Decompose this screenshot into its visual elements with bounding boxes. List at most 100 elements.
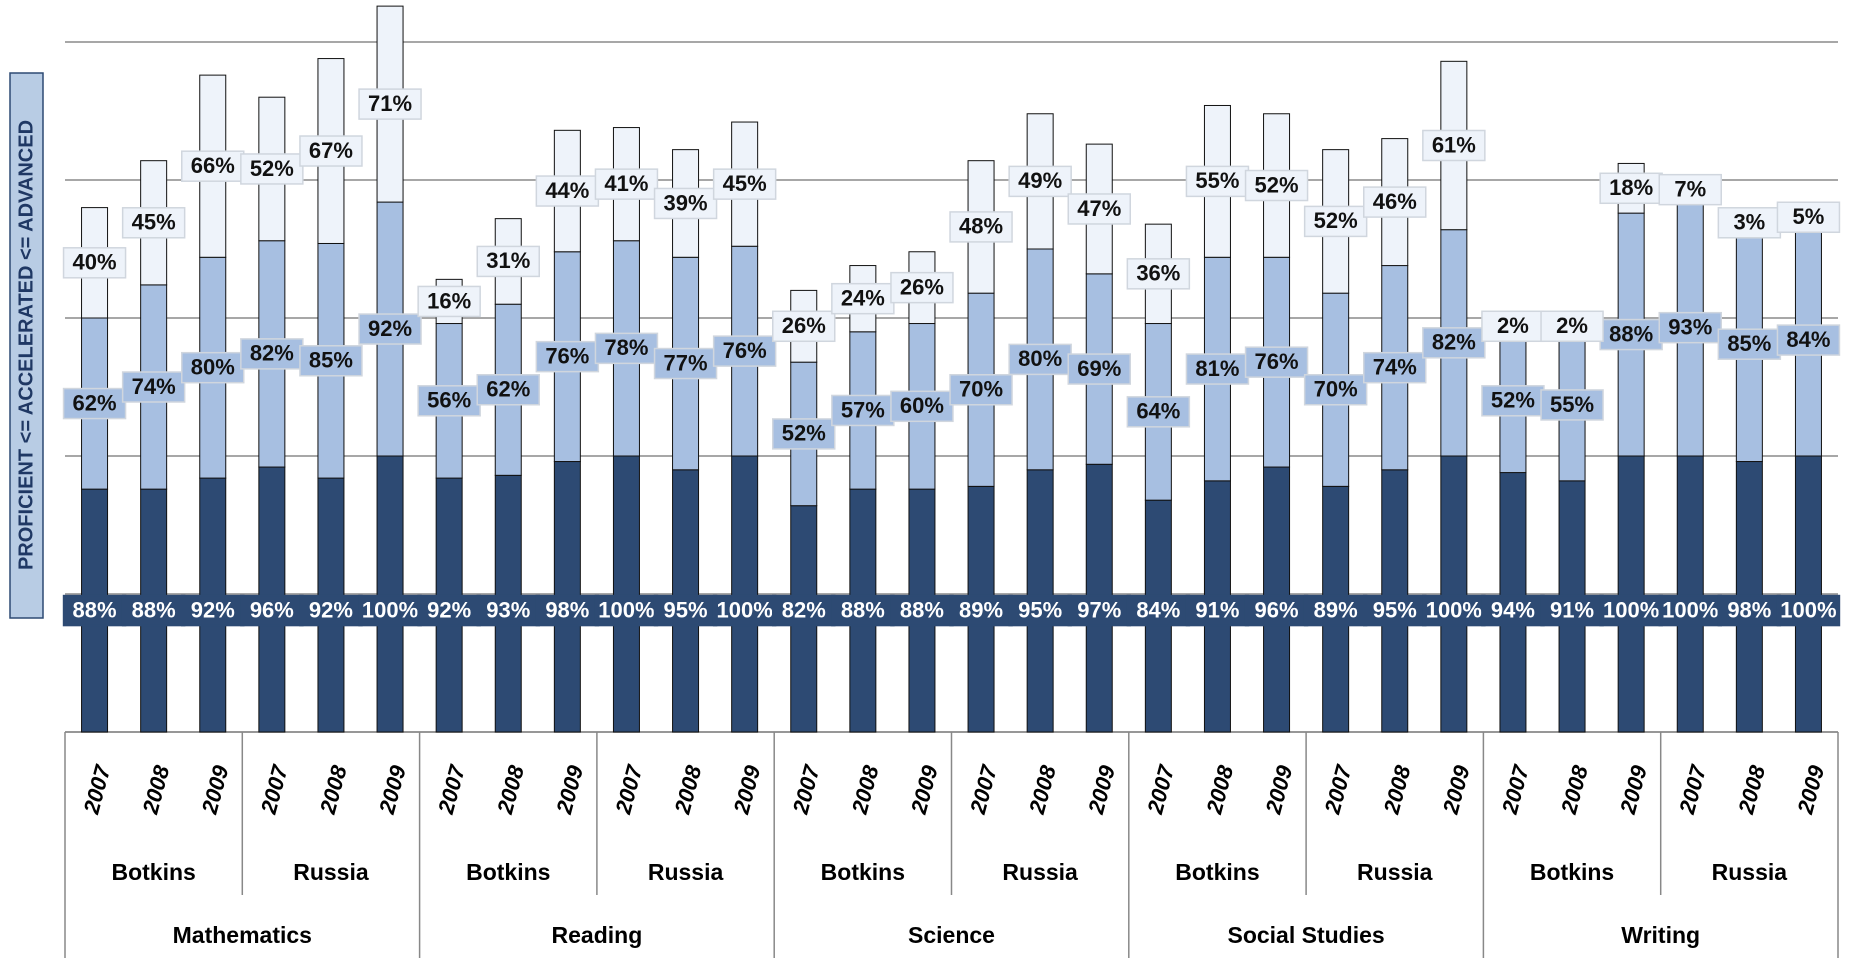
data-label: 41% bbox=[604, 171, 648, 196]
label-box bbox=[1303, 205, 1368, 238]
x-tick-label: 2007 bbox=[1319, 761, 1357, 817]
data-label: 88% bbox=[900, 597, 944, 622]
data-label: 85% bbox=[309, 348, 353, 373]
label-box bbox=[417, 385, 481, 417]
data-label: 97% bbox=[1077, 597, 1121, 622]
label-box bbox=[831, 594, 895, 627]
data-label: 100% bbox=[1426, 597, 1482, 622]
x-tick-label: 2009 bbox=[1438, 762, 1475, 817]
data-label: 62% bbox=[73, 390, 117, 415]
label-box bbox=[1363, 351, 1427, 384]
x-tick-label: 2008 bbox=[1733, 762, 1770, 817]
label-box bbox=[535, 175, 600, 207]
label-box bbox=[1540, 389, 1604, 421]
data-label: 74% bbox=[132, 374, 176, 399]
data-label: 48% bbox=[959, 214, 1003, 239]
label-box bbox=[1067, 594, 1131, 627]
data-label: 92% bbox=[368, 316, 412, 341]
subject-label: Social Studies bbox=[1227, 922, 1384, 948]
data-label: 24% bbox=[841, 285, 885, 310]
data-label: 95% bbox=[1373, 597, 1417, 622]
label-box bbox=[712, 168, 777, 200]
data-label: 93% bbox=[486, 597, 530, 622]
data-label: 39% bbox=[664, 190, 708, 215]
x-tick-label: 2009 bbox=[1615, 762, 1652, 817]
label-box bbox=[1658, 311, 1722, 344]
bar-segment bbox=[1617, 455, 1645, 733]
x-tick-label: 2008 bbox=[1201, 762, 1238, 817]
data-label: 60% bbox=[900, 393, 944, 418]
data-label: 76% bbox=[1255, 349, 1299, 374]
data-label: 84% bbox=[1786, 327, 1830, 352]
data-label: 2% bbox=[1556, 313, 1588, 338]
data-label: 66% bbox=[191, 153, 235, 178]
y-axis-title: PROFICIENT <= ACCELERATED <= ADVANCED bbox=[15, 120, 37, 570]
x-tick-label: 2008 bbox=[1556, 762, 1593, 817]
label-box bbox=[772, 418, 836, 450]
data-label: 92% bbox=[309, 597, 353, 622]
label-box bbox=[62, 387, 127, 420]
label-box bbox=[121, 594, 186, 627]
x-tick-label: 2007 bbox=[1142, 761, 1180, 817]
bar-segment bbox=[1794, 455, 1822, 733]
data-label: 95% bbox=[664, 597, 708, 622]
data-label: 52% bbox=[782, 421, 826, 446]
x-tick-label: 2009 bbox=[374, 762, 411, 817]
x-tick-label: 2008 bbox=[1024, 762, 1061, 817]
data-label: 76% bbox=[723, 338, 767, 363]
label-box bbox=[181, 150, 245, 182]
data-label: 55% bbox=[1195, 168, 1239, 193]
x-tick-label: 2009 bbox=[551, 762, 588, 817]
data-label: 74% bbox=[1373, 354, 1417, 379]
label-box bbox=[1599, 318, 1663, 351]
label-box bbox=[831, 282, 895, 315]
label-box bbox=[299, 594, 363, 627]
data-label: 49% bbox=[1018, 168, 1062, 193]
x-tick-label: 2007 bbox=[787, 761, 825, 817]
data-label: 88% bbox=[73, 597, 117, 622]
label-box bbox=[949, 594, 1013, 627]
data-label: 91% bbox=[1550, 597, 1594, 622]
label-box bbox=[535, 594, 600, 627]
data-label: 52% bbox=[250, 156, 294, 181]
x-tick-label: 2008 bbox=[315, 762, 352, 817]
data-label: 76% bbox=[545, 343, 589, 368]
data-label: 45% bbox=[723, 171, 767, 196]
label-box bbox=[299, 135, 363, 167]
data-label: 92% bbox=[191, 597, 235, 622]
bar-segment bbox=[376, 455, 404, 733]
label-box bbox=[653, 187, 718, 220]
school-label: Russia bbox=[1002, 859, 1078, 885]
school-label: Botkins bbox=[1175, 859, 1259, 885]
y-title-box bbox=[9, 72, 44, 619]
data-label: 46% bbox=[1373, 189, 1417, 214]
label-box bbox=[476, 594, 540, 627]
label-box bbox=[62, 594, 127, 627]
data-label: 62% bbox=[486, 377, 530, 402]
data-label: 3% bbox=[1733, 210, 1765, 235]
data-label: 71% bbox=[368, 91, 412, 116]
data-label: 100% bbox=[1780, 597, 1836, 622]
label-box bbox=[949, 211, 1013, 243]
data-label: 100% bbox=[598, 597, 654, 622]
label-box bbox=[1126, 396, 1191, 428]
label-box bbox=[1717, 328, 1782, 360]
data-label: 52% bbox=[1255, 172, 1299, 197]
label-box bbox=[1481, 594, 1545, 627]
data-label: 96% bbox=[250, 597, 294, 622]
label-box bbox=[1776, 324, 1841, 356]
data-label: 100% bbox=[717, 597, 773, 622]
data-label: 92% bbox=[427, 597, 471, 622]
data-label: 70% bbox=[1314, 377, 1358, 402]
label-box bbox=[1481, 310, 1545, 343]
school-label: Russia bbox=[1357, 859, 1433, 885]
x-tick-label: 2007 bbox=[965, 761, 1003, 817]
label-box bbox=[1599, 594, 1663, 627]
data-label: 5% bbox=[1793, 204, 1825, 229]
label-box bbox=[653, 347, 718, 380]
label-box bbox=[712, 335, 777, 367]
x-tick-label: 2009 bbox=[1792, 762, 1829, 817]
label-box bbox=[476, 374, 540, 406]
label-box bbox=[121, 371, 186, 403]
label-box bbox=[358, 88, 422, 120]
